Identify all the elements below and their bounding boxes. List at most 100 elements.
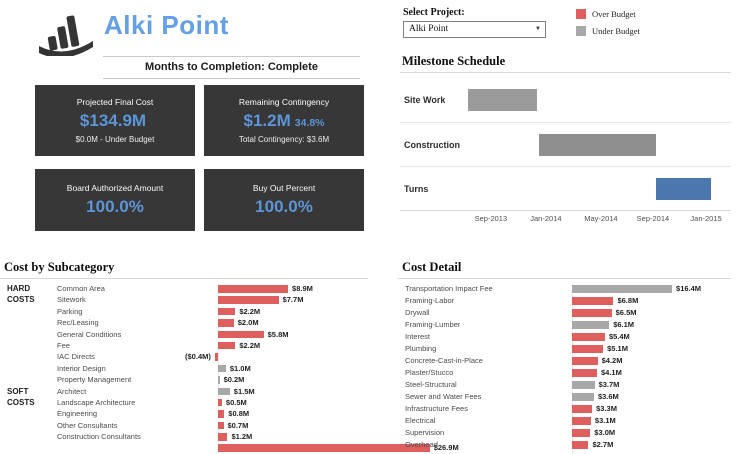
value-label: $0.7M <box>227 420 249 430</box>
gantt-task-label: Turns <box>404 183 429 194</box>
bar[interactable] <box>572 417 591 425</box>
bar[interactable] <box>572 321 610 329</box>
divider <box>0 278 368 279</box>
bar[interactable] <box>572 357 598 365</box>
bar-row: Fee $2.2M <box>0 340 470 351</box>
cost-detail-chart: Transportation Impact Fee $16.4M Framing-L… <box>398 283 736 454</box>
category-label: Framing-Lumber <box>405 320 461 329</box>
bar-row: Landscape Architecture $0.5M <box>0 397 470 408</box>
cost-by-subcategory-chart: HARD COSTS Common Area $8.9M Sitework $7.7M P… <box>0 283 470 454</box>
divider <box>400 72 731 73</box>
bar-row: Overhead $2.7M <box>398 439 736 451</box>
value-label: $4.2M <box>601 356 623 365</box>
bar[interactable] <box>218 387 230 396</box>
divider <box>398 278 731 279</box>
project-select-value: Alki Point <box>409 24 449 34</box>
bar-row: Framing-Labor $6.8M <box>398 295 736 307</box>
kpi-value: $1.2M 34.8% <box>243 111 324 131</box>
bar[interactable] <box>218 296 279 304</box>
bar[interactable] <box>572 405 593 413</box>
bar[interactable] <box>572 333 605 341</box>
cost-group-label: HARD COSTS <box>7 284 35 305</box>
bar-row: Sewer and Water Fees $3.6M <box>398 391 736 403</box>
bar-row: Property Management $0.2M <box>0 374 470 385</box>
category-label: Parking <box>57 306 83 316</box>
months-to-completion-banner: Months to Completion: Complete <box>103 56 360 79</box>
category-label: Infrastructure Fees <box>405 404 468 413</box>
axis-tick-label: Sep-2014 <box>636 214 670 223</box>
value-label: $26.9M <box>433 443 459 453</box>
category-label: Sitework <box>57 295 86 305</box>
axis-tick-label: Jan-2014 <box>530 214 562 223</box>
bar[interactable] <box>218 285 289 293</box>
bar-row: SOFT COSTS Architect $1.5M <box>0 386 470 407</box>
category-label: Plumbing <box>405 344 437 353</box>
kpi-value-main: $1.2M <box>243 111 291 130</box>
bar-row: Infrastructure Fees $3.3M <box>398 403 736 415</box>
gantt-bar[interactable] <box>656 178 711 200</box>
project-select[interactable]: Alki Point ▼ <box>403 21 546 38</box>
value-label: $3.3M <box>596 404 617 413</box>
kpi-label: Board Authorized Amount <box>66 183 164 193</box>
value-label: $2.2M <box>239 306 261 316</box>
value-label: $16.4M <box>676 284 702 293</box>
kpi-value-main: 100.0% <box>255 197 313 216</box>
bar[interactable] <box>572 309 612 317</box>
kpi-value-main: $134.9M <box>79 111 147 130</box>
bar[interactable] <box>572 297 614 305</box>
value-label: $1.5M <box>233 386 255 396</box>
gantt-bar[interactable] <box>538 134 657 156</box>
category-label: Engineering <box>57 409 98 419</box>
value-label: $5.1M <box>607 344 628 353</box>
bar[interactable] <box>214 353 218 361</box>
bar[interactable] <box>218 444 430 452</box>
category-label: Framing-Labor <box>405 296 455 305</box>
value-label: $5.8M <box>267 329 289 339</box>
gantt-plot <box>458 123 731 166</box>
kpi-subtext: Total Contingency: $3.6M <box>238 135 330 144</box>
value-label: ($0.4M) <box>185 352 211 362</box>
bar[interactable] <box>218 433 228 441</box>
value-label: $5.4M <box>608 332 630 341</box>
bar[interactable] <box>218 410 225 418</box>
kpi-remaining-contingency: Remaining Contingency $1.2M 34.8% Total … <box>204 85 364 156</box>
category-label: Architect <box>57 386 87 396</box>
budget-legend: Over Budget Under Budget <box>576 9 640 36</box>
bar[interactable] <box>572 285 673 293</box>
category-label: General Conditions <box>57 329 122 339</box>
category-label: Property Management <box>57 375 132 385</box>
bar-row: Transportation Impact Fee $16.4M <box>398 283 736 295</box>
kpi-value: 100.0% <box>86 197 144 217</box>
bar[interactable] <box>572 429 591 437</box>
bar[interactable] <box>218 319 234 327</box>
bar-row: Plumbing $5.1M <box>398 343 736 355</box>
bar[interactable] <box>218 364 226 373</box>
cost-group-label: SOFT COSTS <box>7 386 35 407</box>
category-label: Interior Design <box>57 363 106 373</box>
value-label: $4.1M <box>601 368 622 377</box>
bar[interactable] <box>218 307 236 316</box>
bar[interactable] <box>572 369 597 377</box>
bar[interactable] <box>572 441 589 449</box>
bar[interactable] <box>572 393 594 401</box>
gantt-bar[interactable] <box>468 89 537 111</box>
kpi-buy-out-percent: Buy Out Percent 100.0% <box>204 169 364 231</box>
bar[interactable] <box>218 341 236 350</box>
legend-item[interactable]: Over Budget <box>576 9 640 19</box>
bar[interactable] <box>572 381 595 389</box>
bar-row: Drywall $6.5M <box>398 307 736 319</box>
category-label: Transportation Impact Fee <box>405 284 493 293</box>
bar-row: Concrete-Cast-in-Place $4.2M <box>398 355 736 367</box>
kpi-label: Projected Final Cost <box>76 97 154 107</box>
company-logo-icon <box>39 15 93 56</box>
bar[interactable] <box>218 398 222 407</box>
bar[interactable] <box>218 330 264 339</box>
bar[interactable] <box>218 376 220 384</box>
legend-item[interactable]: Under Budget <box>576 26 640 36</box>
bar-row: Other Consultants $0.7M <box>0 420 470 431</box>
bar[interactable] <box>218 421 224 430</box>
bar[interactable] <box>572 345 604 353</box>
value-label: $6.8M <box>617 296 639 305</box>
gantt-row: Turns <box>400 166 731 210</box>
